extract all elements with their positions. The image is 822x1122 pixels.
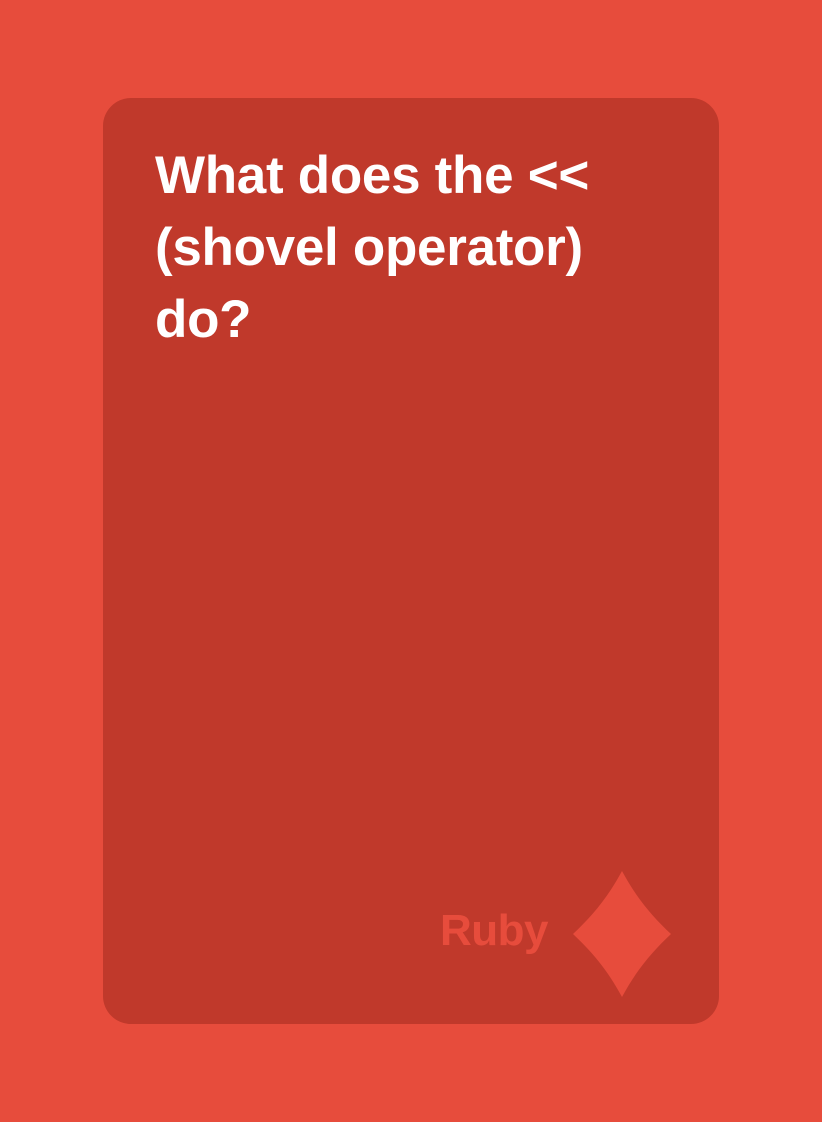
flashcard[interactable]: What does the << (shovel operator) do? R… xyxy=(103,98,719,1024)
diamond-icon xyxy=(573,871,671,997)
question-text: What does the << (shovel operator) do? xyxy=(155,146,590,349)
category-label: Ruby xyxy=(440,906,549,955)
